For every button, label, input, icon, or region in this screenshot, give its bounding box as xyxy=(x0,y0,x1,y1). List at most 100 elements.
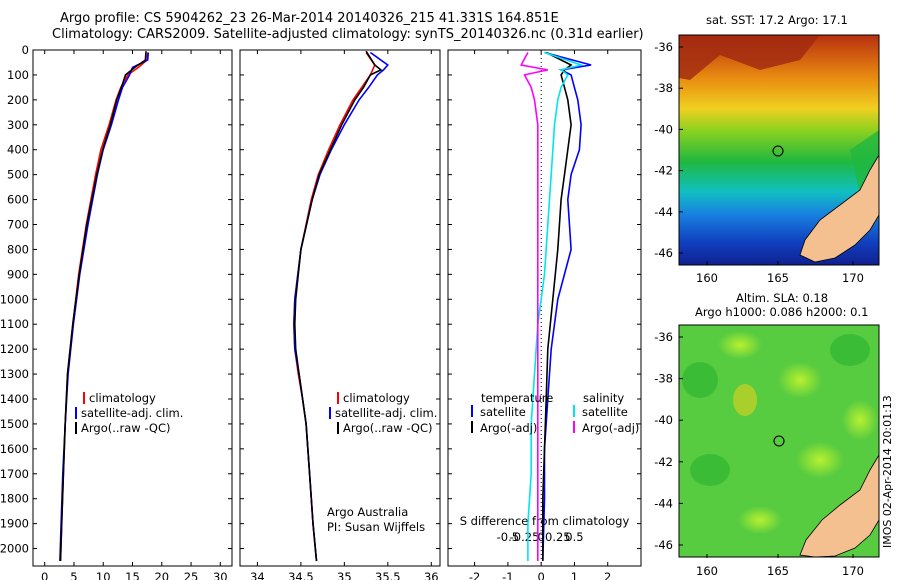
temperature-panel: 051015202530temperature (deg C) xyxy=(32,49,233,580)
x-tick-label: 2 xyxy=(604,570,611,580)
x-tick-label: 25 xyxy=(184,570,199,580)
map-lat-label: -40 xyxy=(654,413,673,427)
map-lat-label: -46 xyxy=(654,538,673,552)
x-tick-label: 0 xyxy=(538,570,545,580)
map-lon-label: 160 xyxy=(696,271,718,285)
sla-land xyxy=(799,453,880,558)
legend-satellite-label: satellite-adj. clim. xyxy=(335,406,437,420)
sst-land xyxy=(799,153,880,263)
s-tick-label: 0.25 xyxy=(545,530,571,544)
depth-tick-label: 1700 xyxy=(0,467,29,481)
depth-tick-label: 1500 xyxy=(0,417,29,431)
depth-tick-label: 1100 xyxy=(0,317,29,331)
legend-argo-label: Argo(..raw -QC) xyxy=(343,421,433,435)
map-lat-label: -38 xyxy=(654,372,673,386)
x-tick-label: 34 xyxy=(250,570,265,580)
legend-t-argo-label: Argo(-adj) xyxy=(480,421,537,435)
difference-panel: -2 -1 0 1 2-0.5-0.250 0.250.5S difference fro… xyxy=(447,49,642,580)
temperature-legend: climatology satellite-adj. clim. Argo(..… xyxy=(75,391,183,435)
map-lon-label: 170 xyxy=(842,271,864,285)
depth-tick-label: 0 xyxy=(22,43,29,57)
map-lat-label: -40 xyxy=(654,122,673,136)
salinity-legend: climatology satellite-adj. clim. Argo(..… xyxy=(329,391,437,435)
legend-argo-label: Argo(..raw -QC) xyxy=(81,421,171,435)
map-lat-label: -44 xyxy=(654,205,673,219)
map-lon-label: 160 xyxy=(696,564,718,578)
map-lat-label: -36 xyxy=(654,40,673,54)
depth-tick-label: 1800 xyxy=(0,492,29,506)
series-s-satellite xyxy=(527,51,584,561)
legend-climatology-label: climatology xyxy=(343,391,410,405)
depth-tick-label: 500 xyxy=(7,168,29,182)
header-line-1: Argo profile: CS 5904262_23 26-Mar-2014 … xyxy=(60,11,559,26)
series-t-satellite xyxy=(542,51,592,562)
map-lat-label: -38 xyxy=(654,81,673,95)
depth-tick-label: 1000 xyxy=(0,292,29,306)
x-tick-label: -2 xyxy=(469,570,480,580)
difference-legend: temperature satellite Argo(-adj) salinit… xyxy=(471,391,639,435)
caption-line-1: Argo Australia xyxy=(327,505,408,519)
series-argo-raw-qc- xyxy=(293,50,383,562)
sla-map-axes: -36 -38 -40 -42 -44 -46 160 165 170 xyxy=(654,330,864,578)
depth-tick-label: 400 xyxy=(7,143,29,157)
sst-map-frame xyxy=(678,34,880,266)
depth-tick-label: 300 xyxy=(7,118,29,132)
depth-tick-label: 1300 xyxy=(0,367,29,381)
legend-t-satellite-label: satellite xyxy=(480,405,526,419)
sst-map-axes: -36 -38 -40 -42 -44 -46 160 165 170 xyxy=(654,40,864,285)
x-tick-label: 35.5 xyxy=(375,570,401,580)
plot-frame xyxy=(239,49,441,567)
timestamp-stamp: IMOS 02-Apr-2014 20:01:13 xyxy=(881,395,894,548)
map-lon-label: 165 xyxy=(767,271,789,285)
map-lat-label: -42 xyxy=(654,455,673,469)
depth-tick-label: 2000 xyxy=(0,542,29,556)
map-lat-label: -36 xyxy=(654,330,673,344)
series-t-argo-adj- xyxy=(541,51,573,561)
x-tick-label: 15 xyxy=(125,570,140,580)
x-tick-label: 10 xyxy=(96,570,111,580)
x-tick-label: 34.5 xyxy=(288,570,314,580)
s-tick-label: 0.5 xyxy=(565,530,583,544)
depth-axis: 0 100 200 300 400 500 600 700 800 900 1000 1100 1200… xyxy=(0,43,29,556)
x-tick-label: 1 xyxy=(571,570,578,580)
sst-map-title: sat. SST: 17.2 Argo: 17.1 xyxy=(706,13,848,27)
x-tick-label: 36 xyxy=(424,570,439,580)
depth-tick-label: 900 xyxy=(7,267,29,281)
caption-line-2: PI: Susan Wijffels xyxy=(327,520,425,534)
depth-tick-label: 200 xyxy=(7,93,29,107)
depth-tick-label: 800 xyxy=(7,242,29,256)
sst-warm-patch xyxy=(679,35,820,80)
x-tick-label: 5 xyxy=(70,570,77,580)
x-tick-label: 35 xyxy=(337,570,352,580)
x-tick-label: 0 xyxy=(41,570,48,580)
sst-map: sat. SST: 17.2 Argo: 17.1 -36 -38 -40 -42 -4… xyxy=(654,13,880,285)
legend-s-argo-label: Argo(-adj) xyxy=(582,421,639,435)
legend-satellite-label: satellite-adj. clim. xyxy=(81,406,183,420)
x-tick-label: -1 xyxy=(502,570,513,580)
legend-s-title: salinity xyxy=(583,391,624,405)
depth-tick-label: 1200 xyxy=(0,342,29,356)
map-lat-label: -44 xyxy=(654,496,673,510)
s-tick-label: -0.5 xyxy=(497,530,519,544)
series-s-argo-adj- xyxy=(519,52,548,561)
legend-s-satellite-label: satellite xyxy=(582,405,628,419)
sla-map-title-1: Altim. SLA: 0.18 xyxy=(736,291,828,305)
header-line-2: Climatology: CARS2009. Satellite-adjuste… xyxy=(52,27,644,42)
depth-tick-label: 700 xyxy=(7,217,29,231)
x-tick-label: 30 xyxy=(213,570,228,580)
map-lon-label: 170 xyxy=(842,564,864,578)
map-lat-label: -42 xyxy=(654,164,673,178)
series-argo-raw-qc- xyxy=(59,51,147,562)
legend-climatology-label: climatology xyxy=(89,391,156,405)
plot-frame xyxy=(32,49,233,567)
map-lat-label: -46 xyxy=(654,246,673,260)
sla-map: Altim. SLA: 0.18 Argo h1000: 0.086 h2000… xyxy=(654,291,880,578)
depth-tick-label: 1400 xyxy=(0,392,29,406)
sla-anomaly-blobs xyxy=(682,331,878,534)
depth-tick-label: 1600 xyxy=(0,442,29,456)
s-tick-label: 0 xyxy=(538,530,545,544)
x-tick-label: 20 xyxy=(154,570,169,580)
legend-t-title: temperature xyxy=(481,391,553,405)
